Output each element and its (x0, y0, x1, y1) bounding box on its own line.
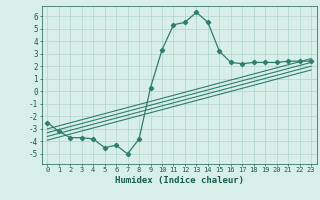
X-axis label: Humidex (Indice chaleur): Humidex (Indice chaleur) (115, 176, 244, 185)
